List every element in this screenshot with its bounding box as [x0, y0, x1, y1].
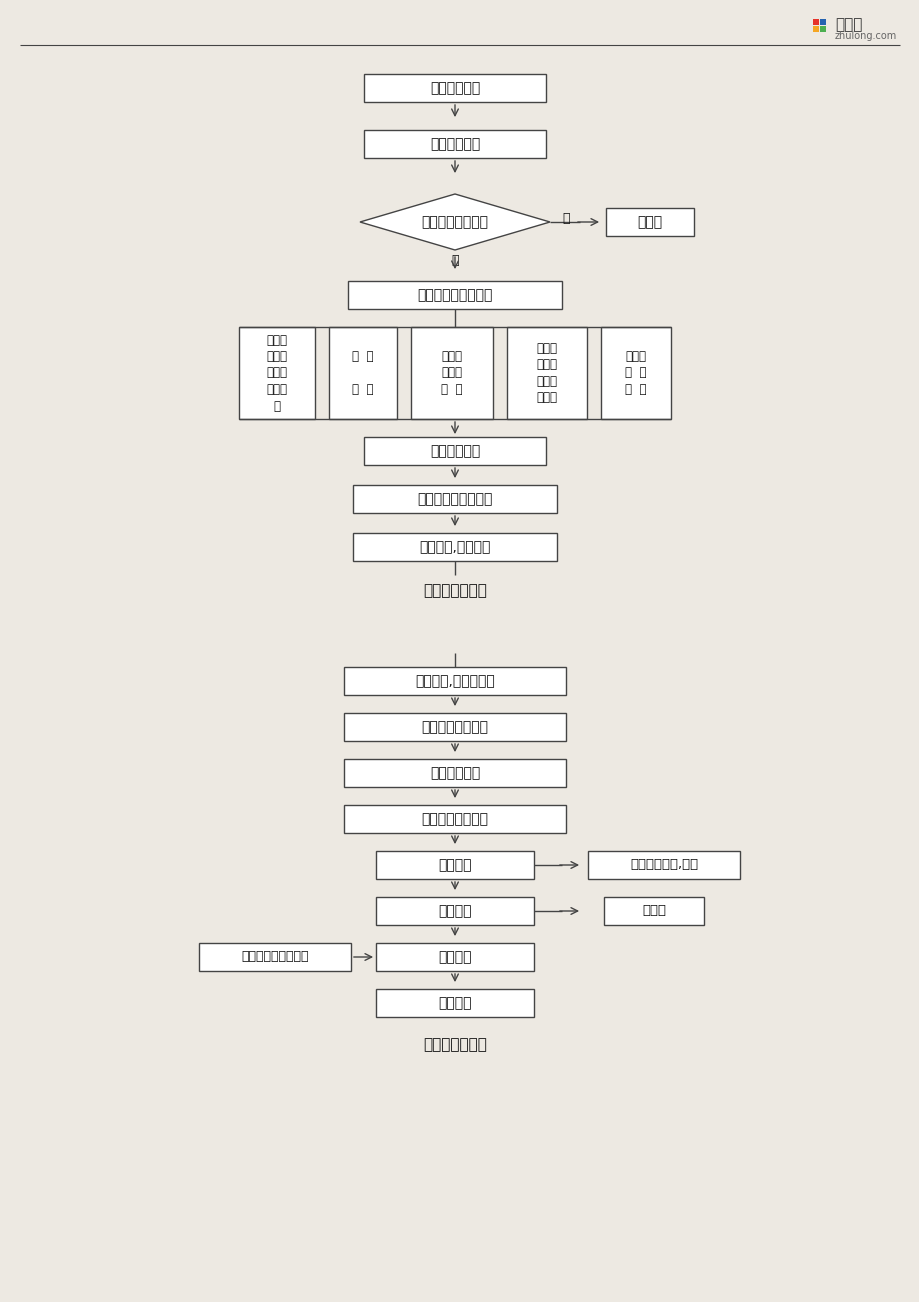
Text: 组织投
标班子
和选择
咨询单
位: 组织投 标班子 和选择 咨询单 位: [267, 333, 287, 413]
Bar: [606, 208, 693, 236]
Bar: [506, 327, 586, 419]
Text: 未通过: 未通过: [637, 215, 662, 229]
Bar: [376, 990, 533, 1017]
Bar: [344, 805, 565, 833]
Text: 策龙網: 策龙網: [834, 17, 861, 33]
Text: zhulong.com: zhulong.com: [834, 31, 896, 40]
Text: 是: 是: [450, 254, 459, 267]
Bar: [353, 533, 556, 561]
Bar: [819, 26, 825, 31]
Text: 中　　标: 中 标: [437, 950, 471, 963]
Bar: [376, 943, 533, 971]
Bar: [819, 18, 825, 25]
Bar: [411, 327, 493, 419]
Text: 前期投标决策: 前期投标决策: [429, 137, 480, 151]
Text: 评　　标: 评 标: [437, 904, 471, 918]
Bar: [344, 713, 565, 741]
Text: 签订合同: 签订合同: [437, 996, 471, 1010]
Bar: [364, 74, 545, 102]
Text: 获取投标信息: 获取投标信息: [429, 81, 480, 95]
Bar: [812, 26, 818, 31]
Bar: [812, 18, 818, 25]
Bar: [344, 667, 565, 695]
Bar: [587, 852, 739, 879]
Bar: [604, 897, 703, 924]
Bar: [364, 130, 545, 158]
Bar: [239, 327, 314, 419]
Text: 办理和送交履约保函: 办理和送交履约保函: [241, 950, 309, 963]
Text: 询价及
市  场
调  查: 询价及 市 场 调 查: [625, 350, 646, 396]
Text: 投标程序（二）: 投标程序（二）: [423, 1038, 486, 1052]
Bar: [199, 943, 351, 971]
Text: 计算和
复核工
程  量: 计算和 复核工 程 量: [441, 350, 462, 396]
Text: 投标价评估及调整: 投标价评估及调整: [421, 720, 488, 734]
Bar: [347, 281, 562, 309]
Text: 选择定额,汇总标价: 选择定额,汇总标价: [419, 540, 490, 553]
Text: 购买和阅读招标文件: 购买和阅读招标文件: [417, 288, 493, 302]
Bar: [329, 327, 397, 419]
Bar: [353, 486, 556, 513]
Bar: [600, 327, 670, 419]
Text: 现  场

勘  察: 现 场 勘 察: [352, 350, 373, 396]
Text: 业主召
开标前
会议并
答问题: 业主召 开标前 会议并 答问题: [536, 341, 557, 404]
Bar: [376, 852, 533, 879]
Text: 投标程序（一）: 投标程序（一）: [423, 583, 486, 599]
Text: 资格预审是否通过: 资格预审是否通过: [421, 215, 488, 229]
Text: 计算单价,汇总投标价: 计算单价,汇总投标价: [414, 674, 494, 687]
Text: 投标技巧分析和选用: 投标技巧分析和选用: [417, 492, 493, 506]
Bar: [344, 759, 565, 786]
Bar: [376, 897, 533, 924]
Text: 未授标: 未授标: [641, 905, 665, 918]
Text: 制订施工规划: 制订施工规划: [429, 444, 480, 458]
Polygon shape: [359, 194, 550, 250]
Text: 开　　标: 开 标: [437, 858, 471, 872]
Text: 封存投标书和保函: 封存投标书和保函: [421, 812, 488, 825]
Bar: [364, 437, 545, 465]
Text: 投标书不合格,剔除: 投标书不合格,剔除: [630, 858, 698, 871]
Text: 编制投标文件: 编制投标文件: [429, 766, 480, 780]
Text: 否: 否: [562, 211, 569, 224]
